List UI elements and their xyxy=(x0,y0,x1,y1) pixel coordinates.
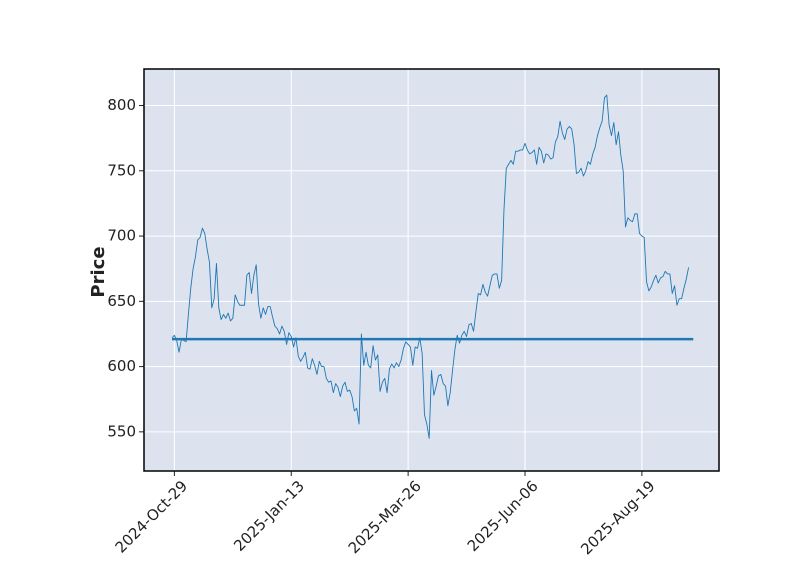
y-axis-label: Price xyxy=(88,246,109,297)
plot-background xyxy=(144,69,719,471)
x-tick-label: 2024-Oct-29 xyxy=(112,477,192,557)
y-tick-label: 700 xyxy=(107,227,136,245)
x-tick-label: 2025-Mar-26 xyxy=(345,477,425,557)
x-tick-label: 2025-Jun-06 xyxy=(464,477,542,555)
y-tick-label: 600 xyxy=(107,357,136,375)
x-tick-label: 2025-Aug-19 xyxy=(577,477,658,558)
y-tick-label: 550 xyxy=(107,422,136,440)
y-tick-label: 750 xyxy=(107,161,136,179)
price-line xyxy=(171,94,690,439)
y-tick-label: 800 xyxy=(107,96,136,114)
plot-frame xyxy=(143,68,720,472)
y-tick-label: 650 xyxy=(107,292,136,310)
x-tick-label: 2025-Jan-13 xyxy=(230,477,308,555)
